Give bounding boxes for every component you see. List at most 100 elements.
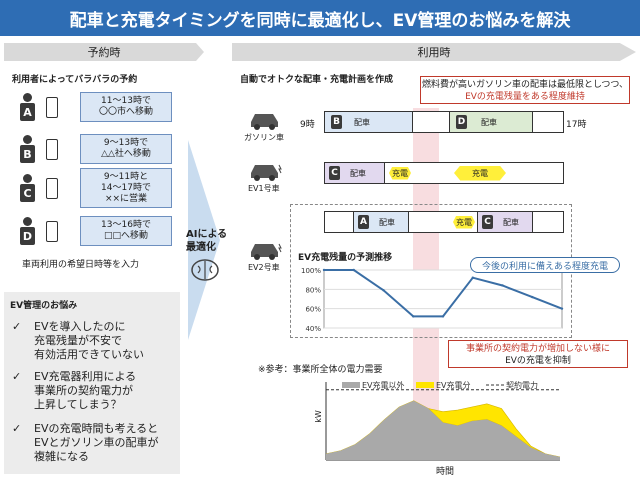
user-row-b: B 9～13時で △△社へ移動: [18, 134, 178, 164]
reservation-bubble: 11～13時で 〇〇市へ移動: [80, 92, 172, 122]
soc-point: [322, 268, 326, 272]
bubble-line-1: 9～13時で: [103, 138, 149, 148]
ev2-dispatch-c: C 配車: [477, 212, 533, 232]
ev1-charge-1: 充電: [385, 163, 415, 183]
user-c-icon: C: [329, 166, 340, 180]
worry-line: 事業所の契約電力が: [34, 384, 133, 397]
charge-label: 充電: [389, 166, 411, 180]
time-start: 9時: [300, 120, 315, 130]
demand-ylabel: kW: [313, 410, 323, 423]
gas-dispatch-b: B 配車: [325, 112, 413, 132]
bubble-line-2: □□へ移動: [103, 231, 148, 241]
reservation-bubble: 9～13時で △△社へ移動: [80, 134, 172, 164]
fuel-note-line-2: EVの充電残量をある程度維持: [465, 92, 585, 102]
soc-chart: 100% 80% 60% 40%: [301, 267, 564, 333]
legend-swatch-base: [342, 382, 360, 388]
user-letter: C: [20, 184, 35, 202]
peak-note: 事業所の契約電力が増加しない様に EVの充電を抑制: [448, 340, 628, 368]
soc-point: [412, 315, 415, 318]
person-icon: [23, 217, 32, 226]
phone-icon: [46, 221, 58, 242]
reservation-bubble: 9～11時と 14～17時で ××に営業: [80, 168, 172, 208]
legend-label-contract: 契約電力: [506, 380, 538, 390]
worry-item: EVの充電時間も考えると EVとガソリン車の配車が 複雑になる: [34, 422, 158, 464]
ev1-label: EV1号車: [248, 184, 280, 193]
legend-label-base: EV充電以外: [362, 380, 405, 390]
bubble-line-2: 14～17時で: [101, 182, 151, 193]
gas-car-label: ガソリン車: [244, 133, 284, 142]
person-icon: [23, 135, 32, 144]
dispatch-label: 配車: [379, 217, 395, 227]
soc-tick-label: 80%: [305, 286, 321, 294]
soc-point: [501, 284, 504, 287]
charge-label: 充電: [454, 165, 506, 181]
soc-point: [352, 268, 355, 272]
reference-label: ※参考：事業所全体の電力需要: [258, 365, 383, 375]
user-c-icon: C: [482, 215, 493, 229]
fuel-note-line-1: 燃料費が高いガソリン車の配車は最低限としつつ、: [421, 80, 629, 90]
user-d-icon: D: [456, 115, 467, 129]
usage-header: 利用時: [232, 43, 636, 61]
worries-title: EV管理のお悩み: [10, 301, 78, 311]
check-icon: ✓: [12, 320, 22, 333]
dispatch-label: 配車: [350, 168, 366, 178]
peak-note-line-2: EVの充電を抑制: [505, 356, 571, 366]
worries-box: [4, 292, 180, 474]
worry-line: 複雑になる: [34, 450, 89, 463]
phone-icon: [46, 139, 58, 160]
person-icon: [23, 93, 32, 102]
soc-note: 今後の利用に備えある程度充電: [470, 257, 620, 273]
ev-car-icon: [251, 243, 282, 260]
worry-line: 有効活用できていない: [34, 348, 144, 361]
ev2-label: EV2号車: [248, 263, 280, 272]
check-icon: ✓: [12, 370, 22, 383]
bubble-line-2: △△社へ移動: [101, 149, 151, 159]
user-letter: A: [20, 103, 35, 121]
gas-dispatch-d: D 配車: [449, 112, 533, 132]
check-icon: ✓: [12, 422, 22, 435]
user-letter: D: [20, 227, 35, 245]
bubble-line-3: ××に営業: [104, 193, 148, 204]
bubble-line-1: 13～16時で: [101, 220, 151, 230]
soc-tick-label: 60%: [305, 306, 321, 314]
reservation-bubble: 13～16時で □□へ移動: [80, 216, 172, 246]
dispatch-label: 配車: [481, 117, 497, 127]
ai-label: AIによる 最適化: [186, 228, 227, 254]
ev2-charge: 充電: [449, 212, 479, 232]
dispatch-label: 配車: [354, 117, 370, 127]
worry-line: 上昇してしまう？: [34, 398, 122, 411]
user-a-icon: A: [358, 215, 369, 229]
user-row-a: A 11～13時で 〇〇市へ移動: [18, 92, 178, 122]
worry-item: EV充電器利用による 事業所の契約電力が 上昇してしまう？: [34, 370, 136, 412]
user-row-d: D 13～16時で □□へ移動: [18, 216, 178, 246]
worry-line: EVとガソリン車の配車が: [34, 436, 159, 449]
soc-point: [471, 276, 474, 279]
brain-icon: [191, 259, 219, 281]
soc-point: [531, 295, 534, 299]
bubble-line-1: 9～11時と: [103, 171, 149, 182]
ev-car-icon: [251, 164, 282, 181]
soc-note-text: 今後の利用に備えある程度充電: [481, 261, 608, 272]
worry-line: EVを導入したのに: [34, 320, 126, 333]
phone-icon: [46, 97, 58, 118]
worry-line: 充電残量が不安で: [34, 334, 122, 347]
ev2-dispatch-a: A 配車: [353, 212, 409, 232]
legend-label-ev: EV充電分: [436, 380, 471, 390]
demand-chart: EV充電以外 EV充電分 契約電力: [325, 380, 561, 461]
worry-line: EV充電器利用による: [34, 370, 137, 383]
ev1-timeline: C 配車 充電 充電: [324, 162, 564, 184]
bubble-line-2: 〇〇市へ移動: [98, 107, 153, 117]
soc-point: [560, 307, 564, 310]
bubble-line-1: 11～13時で: [101, 96, 151, 106]
user-row-c: C 9～11時と 14～17時で ××に営業: [18, 168, 178, 208]
peak-highlight-band: [413, 108, 439, 410]
legend-swatch-ev: [416, 382, 434, 388]
soc-point: [382, 289, 385, 292]
demand-xlabel: 時間: [436, 467, 455, 477]
time-end: 17時: [566, 120, 587, 130]
ai-label-line-1: AIによる: [186, 229, 228, 240]
ev2-timeline: A 配車 充電 C 配車: [324, 211, 564, 233]
page-title: 配車と充電タイミングを同時に最適化し、EV管理のお悩みを解決: [0, 0, 640, 36]
soc-tick-label: 40%: [305, 325, 321, 333]
worry-item: EVを導入したのに 充電残量が不安で 有効活用できていない: [34, 320, 144, 362]
